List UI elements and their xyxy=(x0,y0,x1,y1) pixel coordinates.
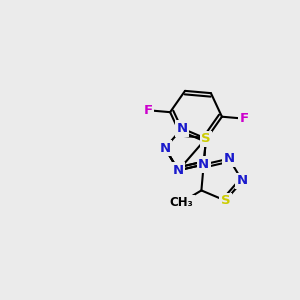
Text: N: N xyxy=(224,152,235,165)
Text: CH₃: CH₃ xyxy=(169,196,193,209)
Text: S: S xyxy=(220,194,230,207)
Text: N: N xyxy=(198,158,209,171)
Text: S: S xyxy=(201,132,211,145)
Text: N: N xyxy=(173,164,184,177)
Text: N: N xyxy=(159,142,170,154)
Text: N: N xyxy=(176,122,188,135)
Text: F: F xyxy=(143,104,153,117)
Text: N: N xyxy=(237,175,248,188)
Text: F: F xyxy=(239,112,248,125)
